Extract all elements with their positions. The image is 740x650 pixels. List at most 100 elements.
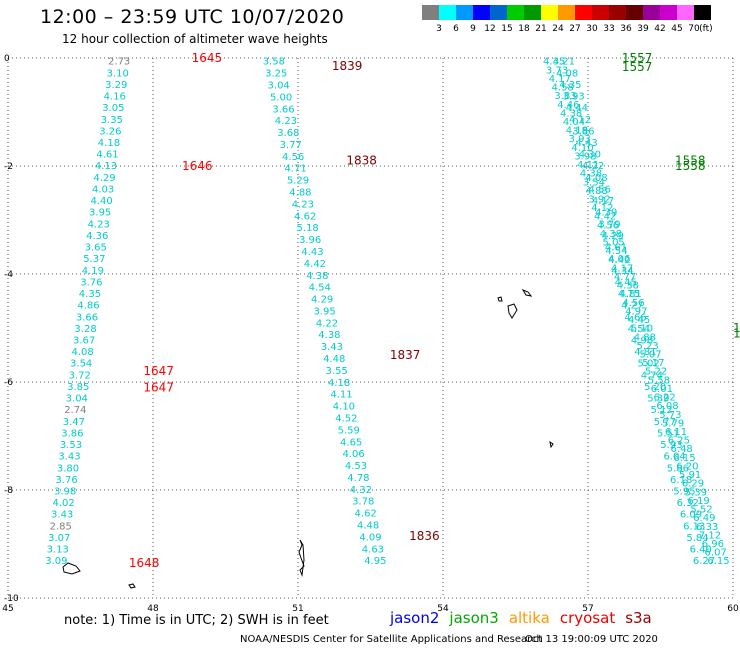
- time-label: 1557: [622, 51, 653, 65]
- swh-value: 3.28: [74, 324, 96, 335]
- x-tick-label: 48: [147, 604, 159, 614]
- x-tick-label: 57: [582, 604, 593, 614]
- swh-value: 4.88: [289, 188, 311, 199]
- swh-value: 6.11: [665, 427, 687, 438]
- swh-value: 4.74: [641, 370, 663, 381]
- swh-value: 6.19: [688, 496, 710, 507]
- swh-value: 6.40: [690, 545, 712, 556]
- swh-value: 5.51: [657, 428, 679, 439]
- legend-swatch: [473, 5, 490, 20]
- legend-label: 12: [484, 24, 496, 34]
- satellite-jason3: jason3: [449, 609, 499, 627]
- swh-value: 3.55: [326, 366, 348, 377]
- legend-label: 70: [688, 24, 700, 34]
- swh-value: 4.88: [586, 186, 608, 197]
- swh-value: 3.96: [299, 235, 321, 246]
- swh-value: 7.12: [699, 530, 721, 541]
- swh-value: 3.95: [313, 306, 335, 317]
- swh-value: 2.73: [108, 57, 130, 68]
- swh-value: 4.10: [333, 402, 355, 413]
- swh-value: 4.06: [608, 254, 630, 265]
- swh-value: 6.09: [680, 510, 702, 521]
- legend-label: 36: [620, 24, 632, 34]
- time-label: 1839: [332, 59, 363, 73]
- swh-value: 6.13: [683, 521, 705, 532]
- legend-swatch: [575, 5, 592, 20]
- map-subtitle: 12 hour collection of altimeter wave hei…: [62, 32, 328, 46]
- swh-value: 4.08: [556, 68, 578, 79]
- swh-value: 5.84: [686, 533, 708, 544]
- swh-value: 4.18: [328, 378, 350, 389]
- swh-value: 4.97: [625, 306, 647, 317]
- legend-label: 30: [586, 24, 598, 34]
- swh-value: 6.15: [673, 453, 695, 464]
- swh-value: 3.86: [61, 428, 83, 439]
- swh-value: 4.38: [306, 271, 328, 282]
- satellite-altika: altika: [508, 609, 550, 627]
- time-label: 1648: [129, 556, 160, 570]
- legend-label: 33: [603, 24, 615, 34]
- swh-value: 4.23: [275, 116, 297, 127]
- swh-value: 5.07: [639, 350, 661, 361]
- swh-value: 4.42: [594, 212, 616, 223]
- satellite-s3a: s3a: [625, 609, 652, 627]
- satellite-legend: jason2 jason3 altika cryosat s3a: [390, 609, 662, 627]
- swh-value: 4.23: [88, 219, 110, 230]
- swh-value: 3.68: [277, 128, 299, 139]
- swh-value: 6.22: [654, 393, 676, 404]
- swh-value: 4.45: [628, 315, 650, 326]
- island-outline: [521, 288, 533, 297]
- swh-value: 3.04: [268, 80, 290, 91]
- swh-value: 6.01: [651, 384, 673, 395]
- legend-label: 45: [671, 24, 683, 34]
- swh-value: 5.02: [637, 359, 659, 370]
- legend-swatch: [558, 5, 575, 20]
- swh-value: 5.73: [659, 410, 681, 421]
- swh-value: 4.38: [318, 330, 340, 341]
- swh-value: 4.03: [92, 184, 114, 195]
- swh-value: 5.39: [685, 487, 707, 498]
- legend-label: 24: [552, 24, 564, 34]
- swh-value: 4.77: [614, 272, 636, 283]
- swh-value: 4.56: [597, 220, 619, 231]
- legend-label: 9: [470, 24, 476, 34]
- swh-value: 5.17: [642, 358, 664, 369]
- swh-value: 4.17: [549, 74, 571, 85]
- swh-value: 5.52: [690, 505, 712, 516]
- time-label: 1646: [182, 159, 213, 173]
- legend-swatch: [422, 5, 439, 20]
- swh-value: 4.08: [585, 173, 607, 184]
- swh-value: 4.43: [576, 138, 598, 149]
- swh-value: 3.98: [54, 487, 76, 498]
- swh-value: 4.18: [566, 126, 588, 137]
- swh-value: 5.22: [645, 367, 667, 378]
- swh-value: 4.16: [104, 92, 126, 103]
- swh-value: 4.35: [559, 80, 581, 91]
- swh-value: 4.29: [311, 295, 333, 306]
- swh-value: 4.86: [77, 301, 99, 312]
- swh-value: 6.04: [664, 452, 686, 463]
- swh-value: 4.43: [301, 247, 323, 258]
- swh-value: 3.73: [546, 65, 568, 76]
- swh-value: 4.81: [634, 347, 656, 358]
- swh-value: 4.22: [582, 161, 604, 172]
- time-label: 1647: [143, 380, 174, 394]
- swh-value: 5.59: [338, 425, 360, 436]
- swh-value: 6.29: [682, 479, 704, 490]
- x-tick-label: 45: [2, 604, 13, 614]
- swh-value: 4.54: [605, 246, 627, 257]
- time-label: 1558: [675, 154, 706, 168]
- swh-value: 6.07: [705, 548, 727, 559]
- y-tick-label: -10: [4, 594, 19, 604]
- swh-value: 4.36: [86, 231, 108, 242]
- x-tick-label: 60: [727, 604, 739, 614]
- swh-value: 5.91: [679, 470, 701, 481]
- swh-value: 3.43: [58, 452, 80, 463]
- swh-value: 3.77: [280, 140, 302, 151]
- swh-value: 3.26: [99, 126, 121, 137]
- legend-swatch: [541, 5, 558, 20]
- swh-value: 2.74: [64, 405, 86, 416]
- x-tick-label: 54: [437, 604, 449, 614]
- swh-value: 4.27: [621, 301, 643, 312]
